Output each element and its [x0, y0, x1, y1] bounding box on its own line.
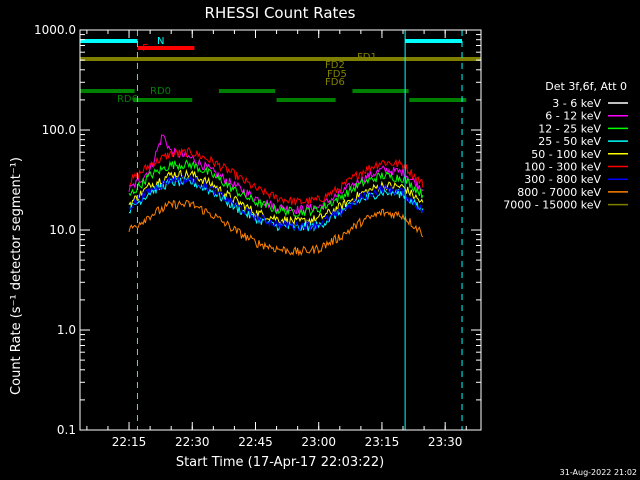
x-axis-label: Start Time (17-Apr-17 22:03:22) [176, 455, 384, 470]
series-layer [128, 117, 424, 257]
x-tick-label: 23:00 [301, 435, 336, 449]
annotation-label-fd1: FD1 [357, 52, 377, 63]
y-axis-label: Count Rate (s⁻¹ detector segment⁻¹) [9, 157, 24, 395]
y-tick-label: 100.0 [42, 123, 76, 137]
legend-label: 6 - 12 keV [545, 110, 601, 123]
series-line-6 [128, 174, 424, 232]
annotation-label-f: F [142, 43, 148, 54]
chart-title: RHESSI Count Rates [205, 4, 356, 22]
legend-label: 800 - 7000 keV [517, 186, 601, 199]
legend-label: 50 - 100 keV [531, 148, 601, 161]
series-line-0 [128, 117, 424, 157]
series-line-3 [128, 176, 424, 232]
axes-layer: 1000.0 100.0 10.0 1.0 0.1 22:15 22:30 22:45 23:0… [34, 23, 481, 449]
annotation-label-fd2: FD2 [325, 60, 345, 71]
y-tick-label: 1.0 [57, 323, 76, 337]
annotation-label-fd6: FD6 [325, 77, 345, 88]
legend-title: Det 3f,6f, Att 0 [545, 80, 627, 93]
annotation-label-n: N [157, 36, 164, 47]
x-tick-label: 23:15 [365, 435, 400, 449]
series-line-5 [128, 147, 424, 206]
series-line-2 [128, 159, 424, 217]
x-tick-label: 22:30 [175, 435, 210, 449]
y-tick-label: 10.0 [49, 223, 76, 237]
legend-label: 25 - 50 keV [538, 135, 601, 148]
annotation-label-fd5: FD5 [327, 69, 347, 80]
annotation-label-rd6: RD6 [117, 94, 138, 105]
footer-timestamp: 31-Aug-2022 21:02 [560, 468, 637, 477]
x-tick-label: 22:15 [112, 435, 147, 449]
y-tick-label: 0.1 [57, 423, 76, 437]
legend-label: 300 - 800 keV [524, 173, 601, 186]
legend-label: 12 - 25 keV [538, 122, 601, 135]
series-line-7 [128, 199, 424, 257]
x-tick-label: 22:45 [238, 435, 273, 449]
x-tick-label: 23:30 [428, 435, 463, 449]
annotation-label-rd0: RD0 [150, 86, 171, 97]
legend-label: 100 - 300 keV [524, 161, 601, 174]
legend-label: 7000 - 15000 keV [503, 199, 601, 212]
legend-label: 3 - 6 keV [552, 97, 601, 110]
y-tick-label: 1000.0 [34, 23, 76, 37]
